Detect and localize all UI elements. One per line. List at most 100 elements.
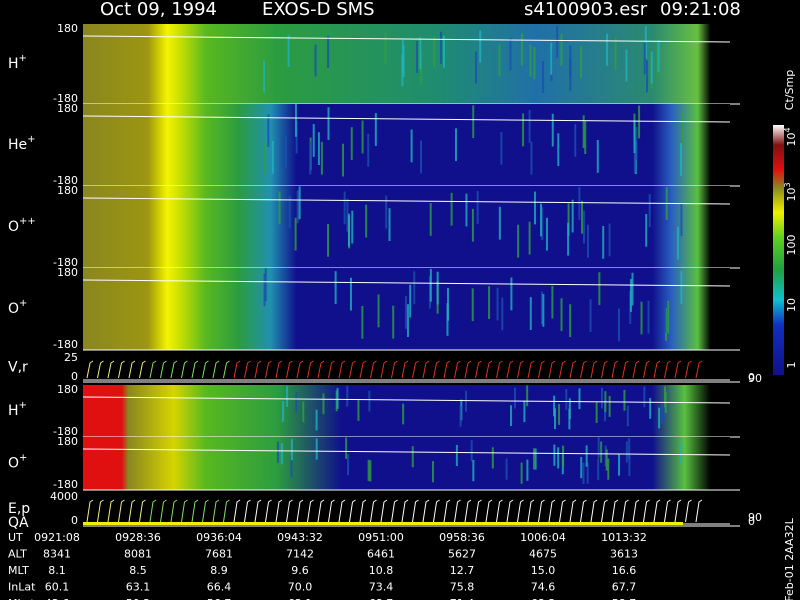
spectrogram-streak bbox=[367, 459, 370, 481]
cell: 9.6 bbox=[291, 564, 309, 577]
cell: 3613 bbox=[610, 548, 638, 561]
spectrogram-streak bbox=[346, 385, 349, 407]
trace-tick bbox=[181, 499, 188, 523]
cell: 66.4 bbox=[207, 581, 232, 594]
spectrogram-streak bbox=[409, 284, 412, 318]
spectrogram-streak bbox=[658, 407, 661, 429]
trace-tick bbox=[223, 360, 230, 379]
spectrogram-streak bbox=[551, 285, 554, 319]
colorbar-unit: Ct/Smp bbox=[783, 70, 796, 110]
spectrogram-streak bbox=[644, 26, 647, 59]
y-top: 180 bbox=[57, 435, 78, 448]
spectrogram-streak bbox=[263, 60, 266, 93]
trace-tick bbox=[506, 360, 514, 379]
spectrogram-streak bbox=[560, 298, 563, 332]
cell: 68.3 bbox=[531, 597, 556, 600]
y2-top: 90 bbox=[748, 372, 762, 385]
spectrogram-streak bbox=[343, 191, 346, 225]
trace-tick bbox=[643, 499, 650, 523]
charge: ++ bbox=[19, 216, 36, 227]
species: V,r bbox=[8, 360, 28, 376]
spectrogram-streak bbox=[628, 454, 631, 477]
spectrogram-streak bbox=[635, 126, 638, 160]
trace-tick bbox=[538, 499, 545, 523]
spectrogram-streak bbox=[529, 44, 532, 77]
trace-tick bbox=[265, 360, 272, 379]
spectrogram-streak bbox=[614, 37, 617, 70]
trace-tick bbox=[622, 499, 629, 523]
spectrogram-streak bbox=[542, 60, 545, 93]
spectrogram-streak bbox=[605, 449, 608, 471]
spectrogram-streak bbox=[322, 393, 325, 415]
cell: 68.7 bbox=[369, 597, 394, 600]
trace-tick bbox=[128, 360, 136, 379]
cell: 8.5 bbox=[129, 564, 147, 577]
trace-tick bbox=[181, 360, 188, 379]
y-top: 4000 bbox=[50, 490, 78, 503]
trace-tick bbox=[296, 360, 304, 379]
spectrogram-streak bbox=[267, 114, 270, 147]
species: O bbox=[8, 456, 19, 472]
trace-tick bbox=[254, 499, 262, 523]
spectrogram-streak bbox=[367, 133, 370, 167]
spectrogram-streak bbox=[629, 279, 632, 312]
trace-tick bbox=[349, 360, 356, 379]
trace-tick bbox=[317, 499, 325, 523]
trace-tick bbox=[653, 360, 661, 379]
spectrogram-streak bbox=[419, 37, 422, 70]
spectrogram-streak bbox=[676, 226, 679, 260]
spectrogram-streak bbox=[505, 458, 508, 480]
species: E,p bbox=[8, 501, 30, 517]
exponent: 4 bbox=[783, 127, 792, 132]
spectrogram-streak bbox=[392, 305, 395, 339]
trace-tick bbox=[212, 499, 220, 523]
panel-label: O+ bbox=[8, 298, 27, 317]
trace-tick bbox=[328, 499, 335, 523]
spectrogram-streak bbox=[582, 115, 585, 149]
trace-tick bbox=[422, 499, 430, 523]
spectrogram bbox=[83, 437, 730, 490]
trace-tick bbox=[275, 360, 283, 379]
colorbar-label: 103 bbox=[783, 182, 799, 201]
spectrogram-streak bbox=[578, 187, 581, 220]
trace-tick bbox=[590, 499, 598, 523]
trace-tick bbox=[685, 360, 692, 379]
spectrogram-streak bbox=[553, 444, 556, 466]
spectrogram-streak bbox=[633, 120, 636, 154]
trace-tick bbox=[601, 499, 608, 523]
spectrogram-streak bbox=[263, 459, 266, 481]
spectrogram-streak bbox=[681, 113, 684, 146]
spectrogram-streak bbox=[264, 141, 267, 175]
spectrogram bbox=[83, 385, 730, 437]
spectrogram-streak bbox=[491, 447, 494, 469]
trace-tick bbox=[611, 499, 619, 523]
trace-tick bbox=[517, 360, 524, 379]
spectrogram-streak bbox=[327, 223, 330, 257]
spectrogram-streak bbox=[510, 277, 513, 311]
instrument: EXOS-D SMS bbox=[262, 0, 375, 20]
spectrogram-streak bbox=[526, 385, 529, 407]
cell: 1006:04 bbox=[520, 531, 566, 544]
trace-tick bbox=[422, 360, 430, 379]
spectrogram-streak bbox=[327, 35, 330, 68]
spectrogram-streak bbox=[420, 140, 423, 174]
spectrogram-streak bbox=[361, 305, 364, 339]
cell: 0928:36 bbox=[115, 531, 161, 544]
panel-label: O++ bbox=[8, 216, 36, 235]
spectrogram-streak bbox=[553, 395, 556, 417]
spectrogram-streak bbox=[501, 297, 504, 331]
trace-tick bbox=[149, 499, 157, 523]
y-top: 180 bbox=[57, 102, 78, 115]
trace-tick bbox=[412, 360, 419, 379]
row-label: UT bbox=[8, 531, 23, 544]
cell: 60.1 bbox=[45, 581, 70, 594]
spectrogram-streak bbox=[290, 456, 293, 478]
spectrogram-streak bbox=[327, 107, 330, 140]
spectrogram-streak bbox=[533, 191, 536, 225]
y2-bottom: 0 bbox=[748, 371, 755, 384]
trace-tick bbox=[317, 360, 325, 379]
spectrogram-streak bbox=[264, 268, 267, 302]
spectrogram-streak bbox=[295, 391, 298, 413]
trace-tick bbox=[674, 499, 682, 523]
spectrogram-streak bbox=[346, 198, 349, 232]
